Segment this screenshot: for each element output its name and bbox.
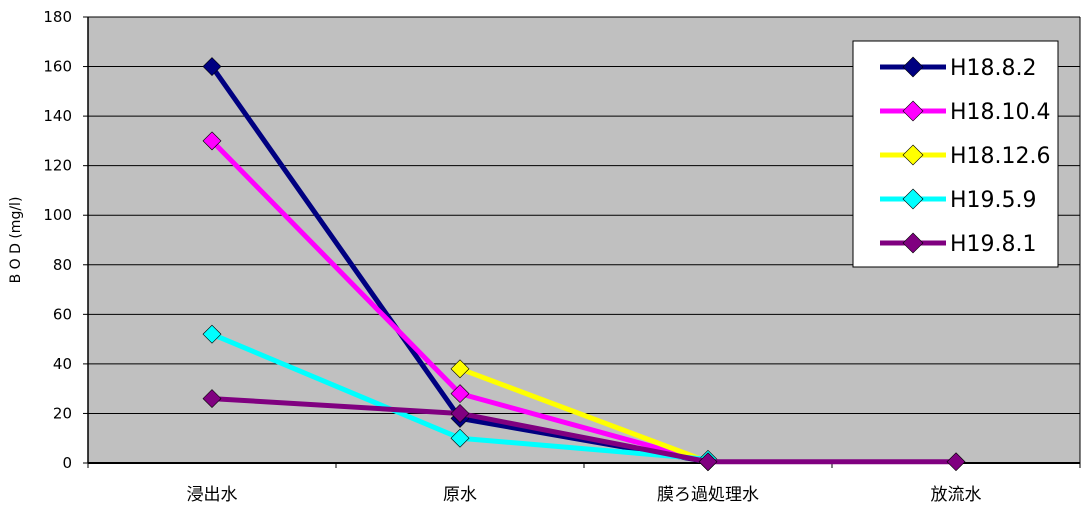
legend-label: H18.12.6	[950, 144, 1051, 169]
legend-label: H18.8.2	[950, 56, 1037, 81]
legend-item: H18.12.6	[880, 144, 1051, 169]
series-H19.5.9	[202, 324, 718, 469]
legend-item: H18.10.4	[880, 100, 1051, 125]
legend-swatch-marker	[902, 188, 924, 210]
legend-label: H18.10.4	[950, 100, 1051, 125]
x-category-label: 浸出水	[187, 485, 238, 505]
data-point	[450, 359, 470, 379]
legend-item: H19.8.1	[880, 232, 1037, 257]
legend-swatch-marker	[902, 232, 924, 254]
legend-swatch-marker	[902, 100, 924, 122]
y-tick-label: 80	[53, 256, 72, 274]
data-point	[202, 389, 222, 409]
data-point	[450, 404, 470, 423]
data-point	[202, 324, 222, 344]
x-category-label: 原水	[443, 485, 477, 505]
y-tick-label: 180	[43, 8, 72, 26]
series-line	[211, 396, 956, 465]
legend: H18.8.2 H18.10.4 H18.12.6 H19.5.9 H19.8.1	[852, 40, 1059, 268]
series-H19.8.1	[202, 389, 966, 472]
data-point	[698, 452, 718, 472]
series-line	[459, 366, 709, 465]
y-tick-label: 100	[43, 206, 72, 224]
x-category-label: 膜ろ過処理水	[657, 485, 759, 505]
data-point	[202, 131, 222, 151]
y-tick-label: 0	[62, 454, 72, 472]
y-tick-label: 160	[43, 58, 72, 76]
y-tick-label: 140	[43, 107, 72, 125]
y-tick-label: 60	[53, 305, 72, 323]
data-point	[450, 384, 470, 404]
data-point	[946, 452, 966, 472]
legend-swatch-marker	[902, 144, 924, 166]
y-axis-title: B O D (mg/l)	[8, 197, 24, 284]
y-tick-label: 20	[53, 404, 72, 422]
legend-swatch-marker	[902, 56, 924, 78]
x-category-label: 放流水	[931, 485, 982, 505]
legend-label: H19.5.9	[950, 188, 1037, 213]
data-point	[450, 428, 470, 448]
legend-item: H18.8.2	[880, 56, 1037, 81]
legend-label: H19.8.1	[950, 232, 1037, 257]
legend-item: H19.5.9	[880, 188, 1037, 213]
data-point	[202, 57, 222, 76]
y-tick-label: 40	[53, 355, 72, 373]
y-tick-label: 120	[43, 157, 72, 175]
